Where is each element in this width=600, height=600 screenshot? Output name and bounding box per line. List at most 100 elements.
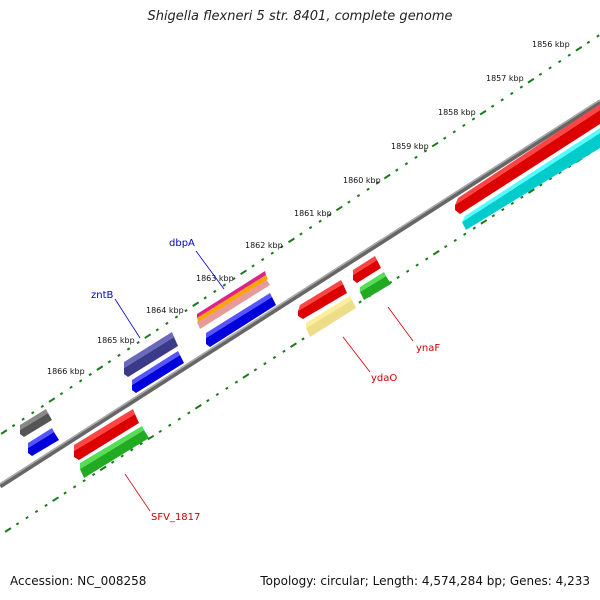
tick-mark bbox=[548, 66, 552, 70]
accession-text: Accession: NC_008258 bbox=[10, 574, 147, 588]
gene-features bbox=[20, 104, 600, 478]
tick-mark bbox=[110, 460, 115, 464]
tick-mark bbox=[490, 104, 495, 108]
gene-feature[interactable] bbox=[124, 337, 178, 377]
tick-mark bbox=[158, 429, 162, 434]
gene-feature[interactable] bbox=[132, 355, 184, 393]
tick-row-inner bbox=[4, 146, 600, 533]
tick-mark bbox=[358, 300, 362, 304]
tick-mark bbox=[4, 527, 12, 533]
gene-feature-top bbox=[80, 426, 144, 469]
tick-mark bbox=[44, 503, 48, 507]
gene-label-ynaF[interactable]: ynaF bbox=[416, 343, 440, 354]
kbp-label: 1860 kbp bbox=[343, 176, 381, 185]
tick-mark bbox=[88, 372, 92, 377]
tick-mark bbox=[347, 200, 351, 204]
tick-mark bbox=[206, 399, 210, 403]
tick-mark bbox=[463, 232, 467, 236]
gene-feature[interactable] bbox=[360, 276, 391, 300]
tick-mark bbox=[383, 173, 391, 180]
tick-mark bbox=[539, 183, 543, 187]
tick-mark bbox=[299, 232, 303, 236]
gene-feature[interactable] bbox=[28, 432, 59, 456]
tick-mark bbox=[442, 136, 447, 140]
tick-mark bbox=[99, 465, 107, 472]
tick-mark bbox=[155, 328, 160, 332]
gene-label-zntB[interactable]: zntB bbox=[91, 290, 114, 301]
tick-mark bbox=[253, 368, 258, 372]
gene-feature[interactable] bbox=[74, 414, 139, 460]
tick-mark bbox=[82, 479, 86, 483]
tick-mark bbox=[510, 91, 514, 96]
tick-mark bbox=[423, 149, 428, 153]
kbp-label: 1858 kbp bbox=[438, 108, 476, 117]
tick-mark bbox=[69, 385, 73, 389]
tick-mark bbox=[34, 509, 39, 514]
tick-mark bbox=[280, 245, 284, 249]
tick-mark bbox=[177, 417, 182, 421]
gene-feature[interactable] bbox=[197, 275, 268, 322]
tick-mark bbox=[558, 171, 562, 175]
tick-mark bbox=[405, 269, 410, 273]
gene-feature[interactable] bbox=[206, 297, 276, 347]
tick-mark bbox=[263, 362, 267, 366]
kbp-label: 1856 kbp bbox=[532, 40, 570, 49]
gene-feature[interactable] bbox=[455, 110, 600, 214]
tick-mark bbox=[282, 349, 286, 353]
gene-label-SFV_1817[interactable]: SFV_1817 bbox=[151, 512, 200, 523]
tick-mark bbox=[11, 424, 16, 428]
tick-mark bbox=[78, 379, 83, 383]
gene-feature[interactable] bbox=[306, 300, 356, 337]
tick-mark bbox=[194, 404, 202, 410]
tick-mark bbox=[136, 340, 140, 345]
tick-mark bbox=[479, 109, 487, 116]
kbp-label: 1861 kbp bbox=[294, 209, 332, 218]
gene-label-ydaO[interactable]: ydaO bbox=[371, 373, 397, 384]
tick-mark bbox=[471, 117, 476, 121]
tick-mark bbox=[147, 434, 155, 441]
kbp-label: 1865 kbp bbox=[97, 336, 135, 345]
gene-feature[interactable] bbox=[462, 133, 600, 230]
tick-mark bbox=[168, 423, 172, 427]
tick-mark bbox=[567, 53, 571, 57]
gene-feature-top bbox=[28, 428, 54, 448]
gene-feature-top bbox=[462, 128, 600, 222]
tick-mark bbox=[301, 337, 305, 341]
kbp-label: 1864 kbp bbox=[146, 306, 184, 315]
tick-mark bbox=[120, 454, 124, 458]
tick-mark bbox=[40, 404, 45, 409]
gene-label-dbpA[interactable]: dbpA bbox=[169, 238, 195, 249]
gene-feature[interactable] bbox=[298, 284, 347, 319]
gene-feature-top bbox=[20, 409, 48, 430]
gene-feature[interactable] bbox=[197, 279, 270, 329]
backbone-highlight bbox=[0, 99, 600, 485]
tick-mark bbox=[575, 46, 583, 52]
gene-feature[interactable] bbox=[353, 260, 381, 283]
gene-feature[interactable] bbox=[80, 430, 149, 478]
tick-mark bbox=[501, 208, 505, 212]
kbp-label: 1862 kbp bbox=[245, 241, 283, 250]
tick-mark bbox=[596, 34, 600, 38]
gene-feature-top bbox=[74, 409, 135, 451]
tick-mark bbox=[72, 485, 77, 489]
gene-feature-top bbox=[455, 104, 600, 205]
tick-mark bbox=[21, 417, 25, 421]
tick-mark bbox=[472, 226, 477, 230]
gene-feature-top bbox=[124, 332, 174, 368]
tick-mark bbox=[335, 205, 343, 212]
tick-mark bbox=[287, 237, 295, 244]
tick-mark bbox=[222, 283, 227, 287]
tick-mark bbox=[270, 251, 274, 255]
gene-feature[interactable] bbox=[197, 271, 266, 318]
tick-mark bbox=[240, 269, 247, 276]
gene-feature[interactable] bbox=[20, 413, 52, 437]
gene-feature-top bbox=[353, 256, 377, 275]
tick-mark bbox=[290, 342, 297, 348]
tick-mark bbox=[260, 257, 265, 262]
tick-mark bbox=[308, 226, 313, 230]
tick-row-outer bbox=[0, 34, 600, 435]
tick-mark bbox=[432, 250, 440, 256]
tick-mark bbox=[491, 214, 496, 218]
tick-mark bbox=[431, 141, 439, 148]
